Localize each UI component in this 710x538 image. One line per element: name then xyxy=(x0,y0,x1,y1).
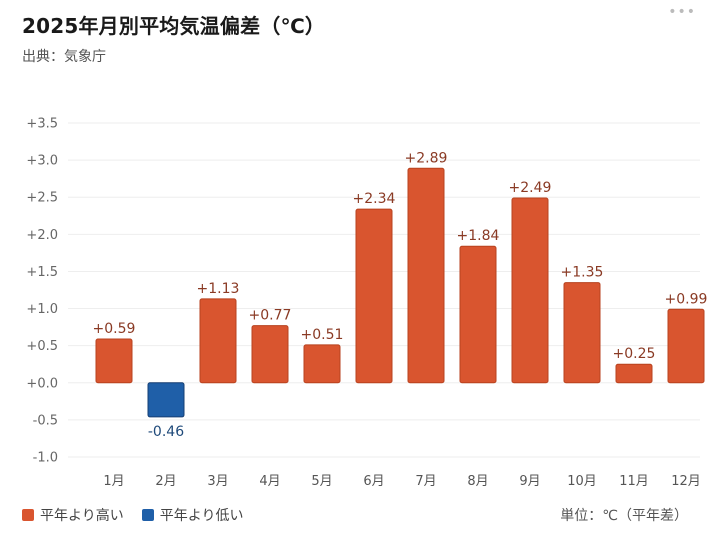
bar[interactable] xyxy=(459,245,497,384)
y-tick-label: +3.0 xyxy=(26,154,58,169)
bar[interactable] xyxy=(511,197,549,384)
bar[interactable] xyxy=(303,344,341,384)
y-tick-label: +1.0 xyxy=(26,302,58,317)
chart-source: 出典：気象庁 xyxy=(22,49,106,65)
x-tick-label: 12月 xyxy=(671,474,701,489)
x-tick-label: 1月 xyxy=(103,474,124,489)
bar[interactable] xyxy=(355,208,393,384)
bar[interactable] xyxy=(407,167,445,384)
data-label: +0.59 xyxy=(93,321,136,337)
y-tick-label: +1.5 xyxy=(26,265,58,280)
bar[interactable] xyxy=(95,338,133,384)
bar[interactable] xyxy=(615,363,653,384)
unit-label: 単位：℃（平年差） xyxy=(560,508,688,524)
legend-swatch-below xyxy=(141,509,154,521)
bar[interactable] xyxy=(199,298,237,384)
bar[interactable] xyxy=(147,382,185,418)
legend-label-below: 平年より低い xyxy=(159,508,244,524)
x-tick-label: 7月 xyxy=(415,474,436,489)
legend-swatch-above xyxy=(22,509,34,521)
data-label: +1.84 xyxy=(457,228,500,244)
bars xyxy=(95,167,705,418)
legend-label-above: 平年より高い xyxy=(40,508,124,524)
y-tick-label: +0.5 xyxy=(26,339,58,354)
y-axis-ticks: +3.5 +3.0 +2.5 +2.0 +1.5 +1.0 +0.5 +0.0 -0.5 -1.0 xyxy=(26,117,58,466)
x-axis-ticks: 1月 2月 3月 4月 5月 6月 7月 8月 9月 10月 11月 12月 xyxy=(103,474,700,489)
ellipsis-icon[interactable]: ••• xyxy=(668,4,696,20)
data-labels: +0.59 -0.46 +1.13 +0.77 +0.51 +2.34 +2.89 +1.84… xyxy=(93,150,708,440)
x-tick-label: 10月 xyxy=(567,474,597,489)
legend-item-below[interactable]: 平年より低い xyxy=(141,505,244,525)
data-label: +0.99 xyxy=(665,291,708,307)
data-label: +1.35 xyxy=(561,265,604,281)
chart-title: 2025年月別平均気温偏差（℃） xyxy=(22,14,326,38)
x-tick-label: 4月 xyxy=(259,474,280,489)
y-tick-label: -0.5 xyxy=(33,413,58,428)
y-tick-label: +3.5 xyxy=(26,117,58,132)
data-label: +0.51 xyxy=(301,327,344,343)
data-label: +2.34 xyxy=(353,191,396,207)
bar[interactable] xyxy=(563,282,601,384)
x-tick-label: 3月 xyxy=(207,474,228,489)
data-label: +1.13 xyxy=(197,281,240,297)
data-label: +0.25 xyxy=(613,346,656,362)
x-tick-label: 11月 xyxy=(619,474,649,489)
x-tick-label: 6月 xyxy=(363,474,384,489)
x-tick-label: 8月 xyxy=(467,474,488,489)
data-label: +2.89 xyxy=(405,150,448,166)
legend-item-above[interactable]: 平年より高い xyxy=(22,505,124,525)
bar[interactable] xyxy=(667,308,705,384)
legend: 平年より高い 平年より低い xyxy=(22,505,243,525)
x-tick-label: 9月 xyxy=(519,474,540,489)
y-tick-label: +0.0 xyxy=(26,376,58,391)
x-tick-label: 2月 xyxy=(155,474,176,489)
y-tick-label: +2.0 xyxy=(26,228,58,243)
x-tick-label: 5月 xyxy=(311,474,332,489)
data-label: +0.77 xyxy=(249,308,292,324)
bar[interactable] xyxy=(251,325,289,384)
y-tick-label: -1.0 xyxy=(33,451,58,466)
data-label: +2.49 xyxy=(509,180,552,196)
y-tick-label: +2.5 xyxy=(26,191,58,206)
data-label: -0.46 xyxy=(148,424,184,440)
